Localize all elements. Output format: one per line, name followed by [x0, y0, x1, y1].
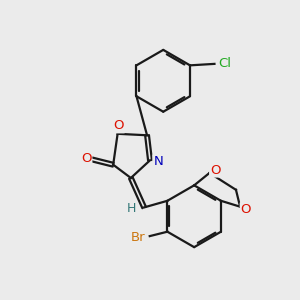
Text: O: O	[81, 152, 92, 165]
Text: O: O	[241, 203, 251, 216]
Text: Cl: Cl	[218, 57, 231, 70]
Text: H: H	[127, 202, 136, 215]
Text: Br: Br	[131, 231, 146, 244]
Text: O: O	[113, 119, 124, 132]
Text: N: N	[153, 155, 163, 168]
Text: O: O	[210, 164, 220, 176]
